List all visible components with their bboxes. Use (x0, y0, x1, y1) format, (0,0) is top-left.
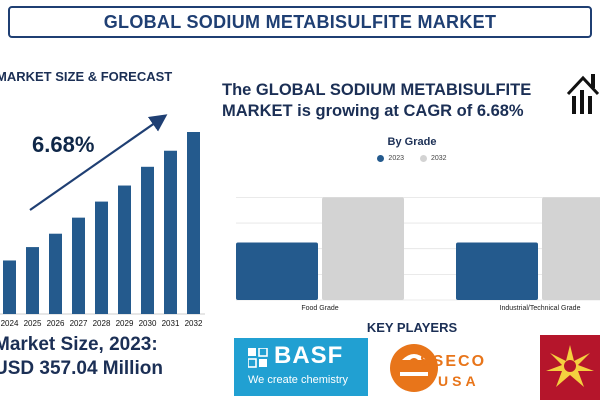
forecast-tick-label: 2026 (47, 319, 65, 328)
grade-bar-2023-0 (236, 242, 318, 300)
basf-logo: BASF We create chemistry (234, 338, 368, 396)
grade-bar-2032-0 (322, 197, 404, 300)
grade-bar-chart: Food Grade Industrial/Technical Grade (236, 196, 600, 312)
forecast-tick-label: 2025 (24, 319, 42, 328)
page-title: GLOBAL SODIUM METABISULFITE MARKET (103, 11, 497, 32)
forecast-tick-label: 2024 (1, 319, 19, 328)
forecast-bar-chart: 2024 2025 2026 2027 2028 2029 2030 2031 2032 (0, 114, 205, 328)
forecast-bar-2029 (118, 185, 131, 314)
forecast-section-title: MARKET SIZE & FORECAST (0, 69, 173, 84)
forecast-tick-label: 2028 (93, 319, 111, 328)
forecast-tick-label: 2032 (185, 319, 203, 328)
forecast-tick-label: 2029 (116, 319, 134, 328)
house-chart-icon (566, 74, 600, 114)
legend-swatch-2032 (420, 155, 427, 162)
grade-bar-2032-1 (542, 197, 600, 300)
forecast-bar-2032 (187, 132, 200, 314)
legend-label-2023: 2023 (388, 155, 404, 162)
forecast-bar-2026 (49, 233, 62, 314)
basf-name: BASF (274, 342, 344, 369)
legend-item-2032: 2032 (420, 155, 447, 162)
forecast-bar-2030 (141, 166, 154, 314)
grade-chart-legend: 2023 2032 (224, 155, 600, 162)
legend-swatch-2023 (377, 155, 385, 162)
grade-category-label: Food Grade (301, 305, 338, 312)
svg-text:SSECO: SSECO (420, 353, 486, 370)
market-size-value: USD 357.04 Million (0, 358, 163, 379)
svg-text:USA: USA (438, 373, 480, 389)
forecast-tick-label: 2030 (139, 319, 157, 328)
basf-tagline: We create chemistry (248, 374, 349, 386)
forecast-bar-2025 (26, 247, 39, 314)
forecast-bar-2028 (95, 201, 108, 314)
cagr-headline: The GLOBAL SODIUM METABISULFITE MARKET i… (222, 81, 532, 120)
title-banner: GLOBAL SODIUM METABISULFITE MARKET (8, 6, 592, 38)
basf-squares-icon (248, 348, 268, 368)
grade-category-label: Industrial/Technical Grade (500, 305, 581, 312)
essico-logo: SSECO USA (390, 344, 486, 392)
forecast-tick-label: 2027 (70, 319, 88, 328)
grade-bar-2023-1 (456, 242, 538, 300)
market-size-label: Market Size, 2023: (0, 334, 158, 355)
forecast-tick-label: 2031 (162, 319, 180, 328)
aditya-birla-logo (540, 335, 600, 400)
grade-chart-title: By Grade (387, 136, 437, 148)
legend-label-2032: 2032 (431, 155, 447, 162)
key-players-title: KEY PLAYERS (366, 320, 458, 335)
legend-item-2023: 2023 (377, 155, 404, 162)
cagr-annotation: 6.68% (32, 132, 95, 157)
aditya-birla-sunburst-icon (546, 345, 594, 387)
growth-arrow (29, 114, 168, 211)
forecast-bar-2031 (164, 150, 177, 314)
forecast-bar-2027 (72, 217, 85, 314)
forecast-bar-2024 (3, 260, 16, 314)
